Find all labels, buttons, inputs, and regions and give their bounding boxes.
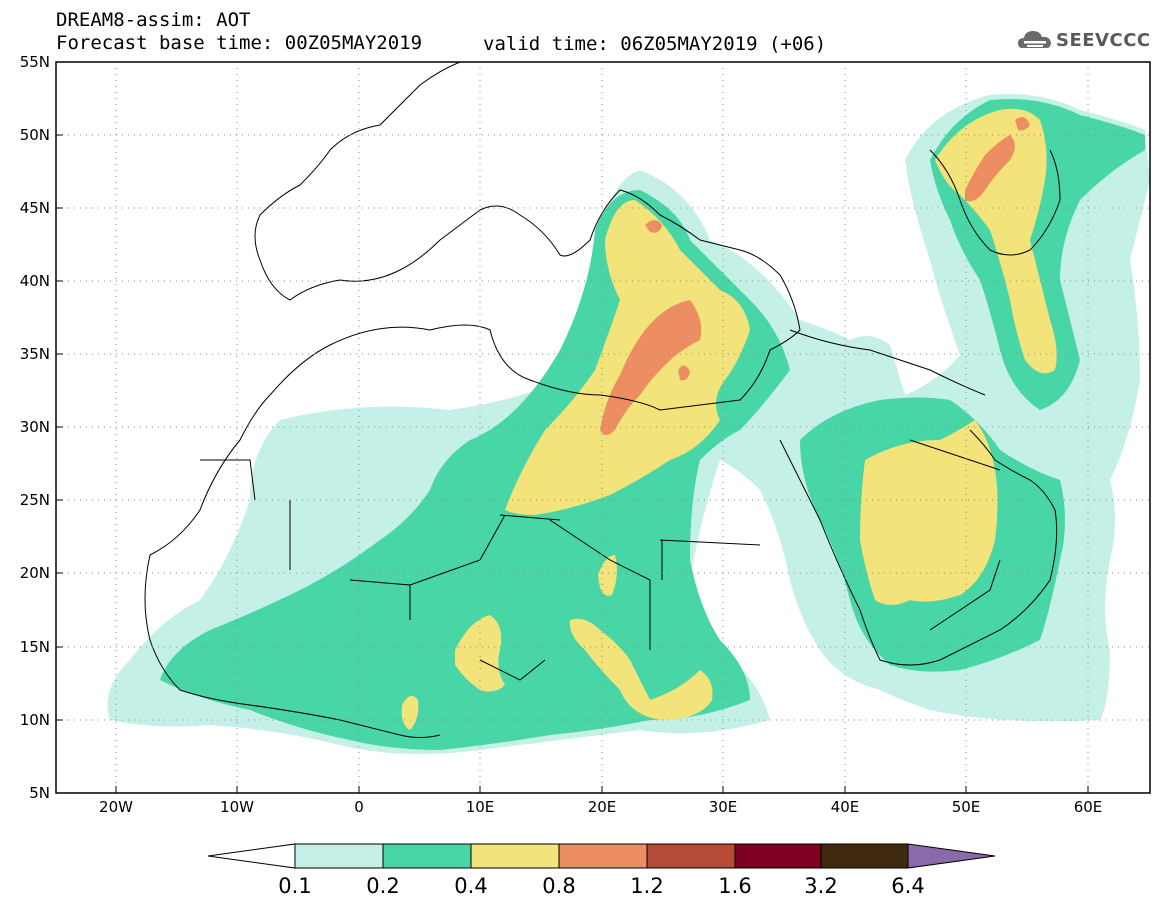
graticule <box>56 62 1150 793</box>
lat-label: 15N <box>20 638 50 656</box>
lon-label: 20E <box>588 798 617 816</box>
lon-label: 10W <box>220 798 254 816</box>
coastlines <box>144 62 1061 738</box>
colorbar-swatch <box>820 843 909 869</box>
lon-label: 50E <box>952 798 981 816</box>
colorbar-label: 1.6 <box>718 874 751 898</box>
lat-label: 10N <box>20 711 50 729</box>
aot-field <box>107 94 1150 754</box>
lat-label: 25N <box>20 491 50 509</box>
colorbar-swatch <box>470 843 560 869</box>
colorbar-left-arrow <box>207 843 296 869</box>
colorbar-swatch <box>646 843 736 869</box>
valid-time: valid time: 06Z05MAY2019 (+06) <box>483 33 827 55</box>
aot-level-0-8 <box>600 116 1030 435</box>
lon-label: 10E <box>466 798 495 816</box>
forecast-base-time: Forecast base time: 00Z05MAY2019 <box>56 32 423 54</box>
colorbar-right-arrow <box>907 843 996 869</box>
colorbar-label: 0.8 <box>542 874 575 898</box>
lon-label: 0 <box>354 798 364 816</box>
lat-label: 45N <box>20 199 50 217</box>
lon-label: 60E <box>1074 798 1103 816</box>
colorbar-labels: 0.1 0.2 0.4 0.8 1.2 1.6 3.2 6.4 <box>278 874 924 898</box>
lat-labels: 55N 50N 45N 40N 35N 30N 25N 20N 15N 10N … <box>20 53 50 802</box>
lat-label: 50N <box>20 126 50 144</box>
aot-level-0-4 <box>401 108 1057 730</box>
cloud-logo-icon <box>1018 31 1051 48</box>
lat-label: 55N <box>20 53 50 71</box>
colorbar-label: 0.4 <box>454 874 487 898</box>
lon-label: 30E <box>709 798 738 816</box>
colorbar-swatch <box>734 843 822 869</box>
colorbar-swatch <box>382 843 472 869</box>
colorbar-swatch <box>558 843 648 869</box>
lon-label: 20W <box>99 798 133 816</box>
lat-label: 35N <box>20 345 50 363</box>
colorbar-label: 0.1 <box>278 874 311 898</box>
lat-label: 20N <box>20 564 50 582</box>
colorbar <box>207 843 996 869</box>
colorbar-label: 1.2 <box>630 874 663 898</box>
lat-label: 40N <box>20 272 50 290</box>
lon-labels: 20W 10W 0 10E 20E 30E 40E 50E 60E <box>99 798 1102 816</box>
ticks <box>56 134 1089 793</box>
lat-label: 5N <box>29 784 50 802</box>
lon-label: 40E <box>831 798 860 816</box>
logo-text: SEEVCCC <box>1056 30 1151 51</box>
map-title: DREAM8-assim: AOT <box>56 9 251 31</box>
colorbar-label: 3.2 <box>804 874 837 898</box>
colorbar-label: 6.4 <box>891 874 924 898</box>
colorbar-swatch <box>294 843 384 869</box>
colorbar-label: 0.2 <box>366 874 399 898</box>
lat-label: 30N <box>20 418 50 436</box>
